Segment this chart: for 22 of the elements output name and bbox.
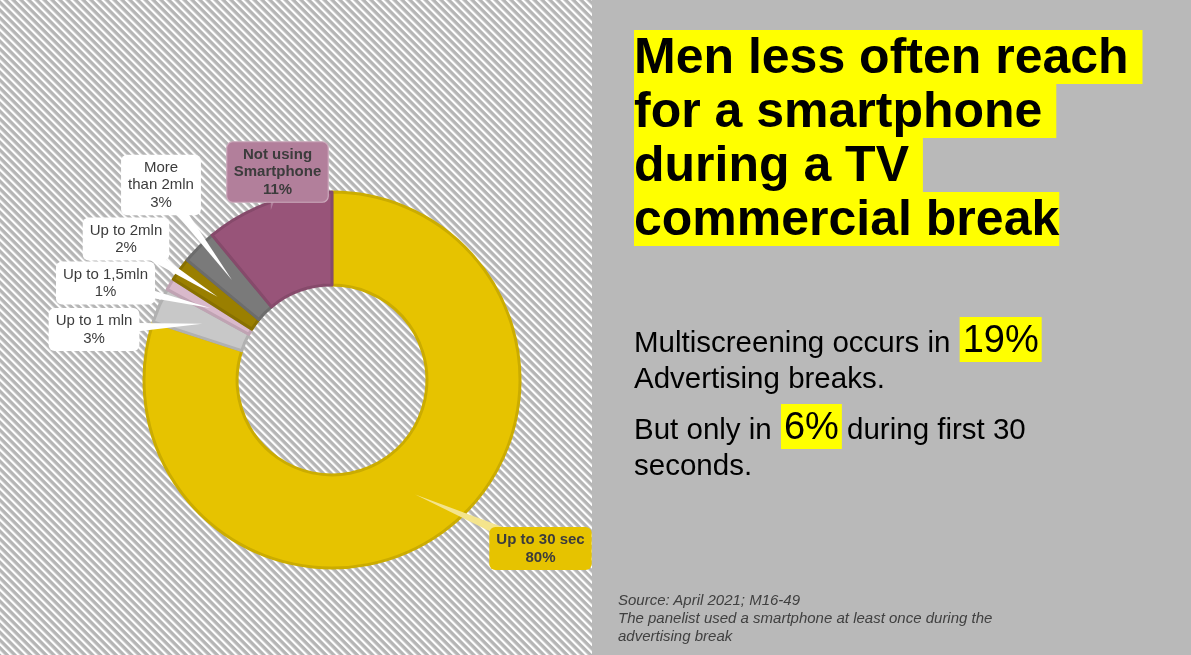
data-label: 3% <box>83 328 105 346</box>
text: Multiscreening occurs in <box>634 325 951 358</box>
slice-label: Up to 1 mln <box>55 311 133 328</box>
text: 19% <box>962 318 1039 360</box>
text: The panelist used a smartphone at least once during the advertising break <box>618 609 993 644</box>
data-label: 1% <box>94 282 117 299</box>
source-note: Source: April 2021; M16-49 <box>618 591 801 608</box>
text: But only in <box>634 412 772 445</box>
slice-label: Up to 1,5mln <box>62 264 149 282</box>
slice-label: Not using Smartphone <box>233 144 322 180</box>
text: Advertising breaks. <box>634 361 885 394</box>
data-label: 3% <box>150 192 172 210</box>
text: during first 30 <box>847 412 1026 445</box>
text: 6% <box>783 405 839 447</box>
text: Men less often reach for a smartphone during a TV commercial break <box>634 28 1129 246</box>
data-label: 80% <box>525 547 556 565</box>
data-label: 11% <box>262 179 293 197</box>
data-label: 2% <box>115 238 137 255</box>
slice-label: Up to 30 sec <box>496 530 585 547</box>
slice-label: Up to 2mln <box>89 220 163 238</box>
text: seconds. <box>634 448 753 481</box>
slice-label: More than 2mln <box>128 157 194 193</box>
